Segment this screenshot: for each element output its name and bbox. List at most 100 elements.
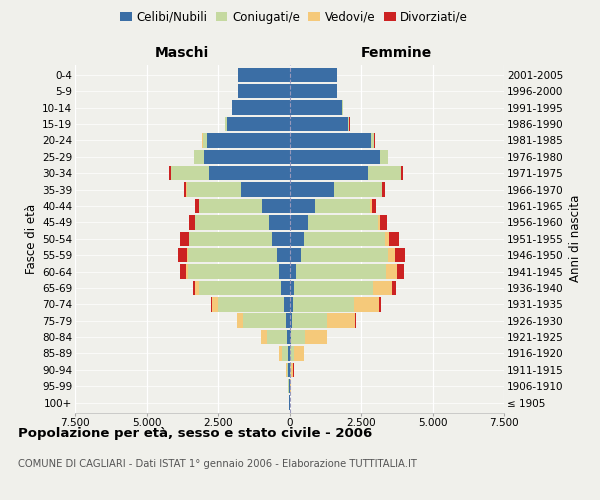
Bar [267, 330, 290, 344]
Bar [290, 280, 395, 295]
Bar [290, 84, 337, 98]
Bar [290, 100, 343, 115]
Bar [225, 117, 290, 131]
Bar [209, 166, 290, 180]
Bar [195, 280, 290, 295]
Bar [290, 346, 295, 360]
Bar [194, 215, 290, 230]
Bar [290, 264, 404, 278]
Bar [290, 330, 327, 344]
Bar [232, 100, 290, 115]
Bar [290, 248, 388, 262]
Bar [290, 215, 380, 230]
Bar [187, 248, 290, 262]
Bar [290, 379, 291, 394]
Bar [290, 215, 378, 230]
Bar [286, 362, 290, 377]
Bar [290, 199, 370, 213]
Bar [243, 314, 290, 328]
Bar [188, 248, 290, 262]
Bar [290, 215, 308, 230]
Bar [290, 215, 387, 230]
Bar [290, 166, 403, 180]
Bar [190, 232, 290, 246]
Bar [290, 248, 301, 262]
Bar [290, 117, 350, 131]
Bar [290, 314, 356, 328]
Bar [262, 199, 290, 213]
Bar [194, 150, 290, 164]
Bar [202, 133, 290, 148]
Bar [290, 314, 355, 328]
Bar [290, 100, 343, 115]
Bar [290, 150, 388, 164]
Bar [288, 379, 290, 394]
Bar [232, 100, 290, 115]
Bar [290, 264, 296, 278]
Bar [211, 297, 290, 312]
Bar [290, 117, 348, 131]
Bar [290, 379, 291, 394]
Bar [290, 199, 314, 213]
Bar [290, 297, 379, 312]
Bar [290, 68, 337, 82]
Bar [290, 362, 291, 377]
Bar [178, 248, 290, 262]
Bar [238, 68, 290, 82]
Y-axis label: Anni di nascita: Anni di nascita [569, 195, 582, 282]
Bar [282, 346, 290, 360]
Bar [290, 166, 401, 180]
Bar [194, 150, 290, 164]
Bar [290, 232, 399, 246]
Bar [290, 117, 349, 131]
Bar [284, 297, 290, 312]
Bar [237, 314, 290, 328]
Bar [199, 280, 290, 295]
Bar [279, 346, 290, 360]
Bar [238, 84, 290, 98]
Bar [290, 264, 397, 278]
Bar [290, 133, 374, 148]
Bar [290, 297, 354, 312]
Bar [290, 68, 337, 82]
Bar [290, 166, 368, 180]
Bar [290, 182, 334, 197]
Bar [272, 232, 290, 246]
Bar [261, 330, 290, 344]
Bar [290, 362, 293, 377]
Bar [290, 346, 304, 360]
Bar [189, 215, 290, 230]
Bar [290, 314, 292, 328]
Bar [269, 215, 290, 230]
Bar [169, 166, 290, 180]
Bar [188, 264, 290, 278]
Bar [290, 248, 395, 262]
Bar [281, 280, 290, 295]
Bar [196, 199, 290, 213]
Bar [290, 330, 327, 344]
Bar [288, 379, 290, 394]
Bar [186, 182, 290, 197]
Bar [290, 232, 389, 246]
Bar [202, 133, 290, 148]
Bar [193, 280, 290, 295]
Bar [290, 150, 388, 164]
Text: Popolazione per età, sesso e stato civile - 2006: Popolazione per età, sesso e stato civil… [18, 428, 372, 440]
Bar [203, 133, 290, 148]
Bar [238, 68, 290, 82]
Bar [232, 100, 290, 115]
Bar [290, 280, 373, 295]
Bar [195, 215, 290, 230]
Bar [290, 133, 371, 148]
Text: COMUNE DI CAGLIARI - Dati ISTAT 1° gennaio 2006 - Elaborazione TUTTITALIA.IT: COMUNE DI CAGLIARI - Dati ISTAT 1° genna… [18, 459, 417, 469]
Bar [289, 362, 290, 377]
Bar [238, 68, 290, 82]
Bar [290, 84, 337, 98]
Bar [290, 84, 337, 98]
Bar [290, 150, 380, 164]
Bar [290, 182, 385, 197]
Bar [225, 117, 290, 131]
Bar [277, 248, 290, 262]
Bar [227, 117, 290, 131]
Bar [171, 166, 290, 180]
